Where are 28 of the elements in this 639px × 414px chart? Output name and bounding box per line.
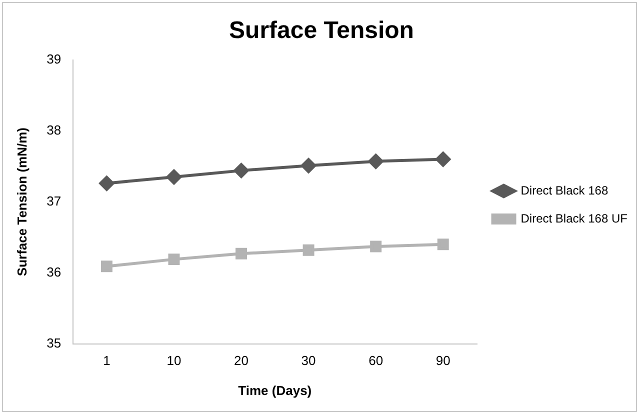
x-tick-label: 30 (301, 353, 316, 368)
point (437, 238, 449, 250)
point (234, 163, 249, 178)
x-tick-label: 10 (166, 353, 182, 368)
legend-label: Direct Black 168 (520, 183, 608, 198)
point (436, 152, 451, 167)
y-tick-label: 35 (46, 335, 62, 350)
y-axis-title: Surface Tension (mN/m) (14, 128, 30, 276)
x-axis-title: Time (Days) (238, 382, 312, 398)
point (370, 240, 382, 252)
x-tick-label: 1 (103, 353, 110, 368)
chart-title: Surface Tension (229, 17, 414, 44)
point (100, 260, 112, 272)
x-tick-label: 20 (234, 353, 248, 368)
legend-label: Direct Black 168 UF (520, 211, 628, 226)
y-tick-label: 38 (46, 122, 62, 138)
point (99, 176, 114, 191)
point (302, 244, 314, 256)
point (301, 158, 316, 174)
point (236, 248, 248, 260)
x-tick-label: 60 (368, 353, 384, 368)
point (368, 154, 384, 169)
x-tick-label: 90 (436, 353, 450, 368)
point (166, 169, 182, 184)
point (168, 254, 180, 266)
y-tick-label: 36 (46, 264, 62, 280)
y-tick-label: 37 (46, 193, 62, 208)
y-tick-label: 39 (46, 51, 62, 66)
